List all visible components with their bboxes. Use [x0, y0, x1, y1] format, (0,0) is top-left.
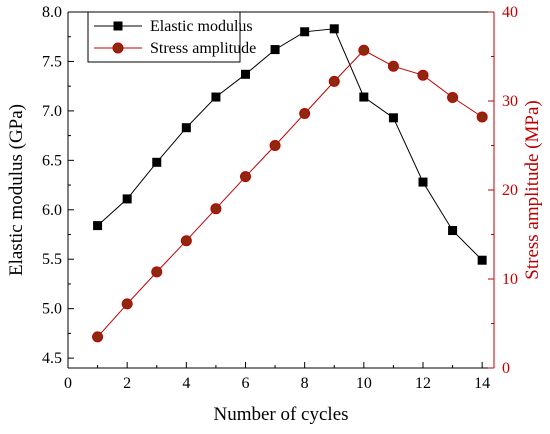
x-axis-title: Number of cycles — [213, 404, 348, 425]
point-elastic-modulus — [241, 69, 250, 79]
point-stress-amplitude — [269, 140, 281, 151]
point-elastic-modulus — [270, 45, 280, 55]
point-stress-amplitude — [92, 331, 104, 343]
x-tick-label: 4 — [182, 375, 190, 392]
point-stress-amplitude — [358, 44, 370, 56]
y-left-tick-label: 6.0 — [42, 202, 62, 219]
legend-label-stress-amplitude: Stress amplitude — [150, 40, 256, 57]
point-stress-amplitude — [417, 69, 429, 81]
y-axis-left-title: Elastic modulus (GPa) — [6, 104, 27, 276]
x-axis: 0 2 4 6 8 10 12 14 — [64, 362, 490, 392]
point-elastic-modulus — [181, 123, 191, 133]
point-elastic-modulus — [477, 255, 487, 265]
point-elastic-modulus — [152, 157, 162, 167]
x-tick-label: 0 — [64, 375, 72, 392]
y-left-tick-label: 4.5 — [42, 350, 62, 367]
y-right-tick-label: 0 — [502, 360, 510, 377]
x-tick-label: 2 — [123, 375, 131, 392]
y-left-tick-label: 7.0 — [42, 103, 62, 120]
y-left-tick-label: 5.5 — [42, 251, 62, 268]
legend: Elastic modulus Stress amplitude — [87, 11, 256, 63]
x-tick-label: 8 — [301, 375, 309, 392]
y-left-tick-label: 7.5 — [42, 53, 62, 70]
y-right-tick-label: 30 — [502, 93, 518, 110]
x-tick-label: 14 — [474, 375, 490, 392]
y-right-tick-label: 10 — [502, 271, 518, 288]
point-stress-amplitude — [476, 111, 488, 123]
x-tick-label: 12 — [415, 375, 431, 392]
point-elastic-modulus — [300, 27, 310, 37]
x-tick-label: 6 — [242, 375, 250, 392]
point-elastic-modulus — [359, 92, 369, 102]
y-axis-left: 4.5 5.0 5.5 6.0 6.5 7.0 7.5 8.0 — [42, 4, 74, 367]
point-elastic-modulus — [93, 221, 103, 231]
series-layer — [92, 24, 488, 343]
y-axis-right-title: Stress amplitude (MPa) — [522, 100, 543, 279]
legend-marker-elastic-modulus — [113, 21, 123, 31]
point-stress-amplitude — [121, 298, 133, 310]
y-right-tick-label: 40 — [502, 4, 518, 21]
y-right-tick-label: 20 — [502, 182, 518, 199]
point-elastic-modulus — [418, 177, 428, 187]
point-stress-amplitude — [180, 235, 192, 247]
y-left-tick-label: 8.0 — [42, 4, 62, 21]
point-elastic-modulus — [211, 92, 221, 102]
legend-marker-stress-amplitude — [112, 42, 124, 54]
point-stress-amplitude — [210, 203, 222, 215]
point-elastic-modulus — [448, 226, 458, 236]
point-stress-amplitude — [447, 91, 459, 103]
point-stress-amplitude — [151, 266, 163, 278]
plot-frame — [67, 11, 495, 369]
y-left-tick-label: 5.0 — [42, 301, 62, 318]
point-elastic-modulus — [388, 113, 398, 123]
point-stress-amplitude — [328, 75, 340, 87]
legend-box — [87, 11, 241, 63]
point-stress-amplitude — [299, 107, 311, 119]
y-axis-right: 0 10 20 30 40 — [488, 4, 518, 377]
legend-label-elastic-modulus: Elastic modulus — [150, 18, 253, 35]
point-stress-amplitude — [240, 171, 251, 183]
point-elastic-modulus — [329, 24, 339, 34]
series-line-elastic-modulus — [97, 28, 483, 261]
point-elastic-modulus — [122, 194, 132, 204]
series-line-stress-amplitude — [97, 49, 483, 338]
y-left-tick-label: 6.5 — [42, 152, 62, 169]
x-tick-label: 10 — [356, 375, 372, 392]
point-stress-amplitude — [387, 60, 399, 72]
